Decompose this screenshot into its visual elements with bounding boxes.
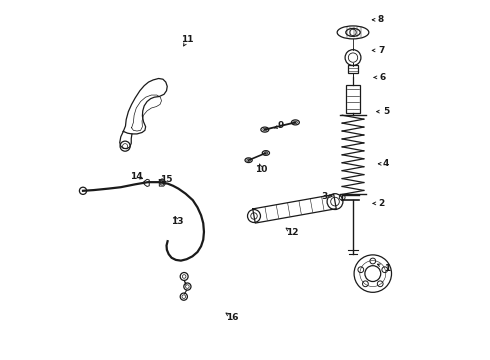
Text: 7: 7 [378,46,384,55]
Text: 9: 9 [278,122,284,130]
Text: 5: 5 [383,107,389,116]
Text: 3: 3 [321,192,327,201]
Text: 2: 2 [379,199,385,208]
Text: 8: 8 [378,15,384,24]
Text: 10: 10 [255,165,268,174]
Text: 13: 13 [171,217,184,226]
Text: 4: 4 [383,159,390,168]
Text: 16: 16 [226,313,239,322]
Text: 11: 11 [181,35,194,44]
Text: 12: 12 [286,228,298,237]
Text: 1: 1 [384,264,391,273]
Text: 15: 15 [160,175,172,184]
Text: 14: 14 [130,172,143,181]
Text: 6: 6 [379,73,386,82]
